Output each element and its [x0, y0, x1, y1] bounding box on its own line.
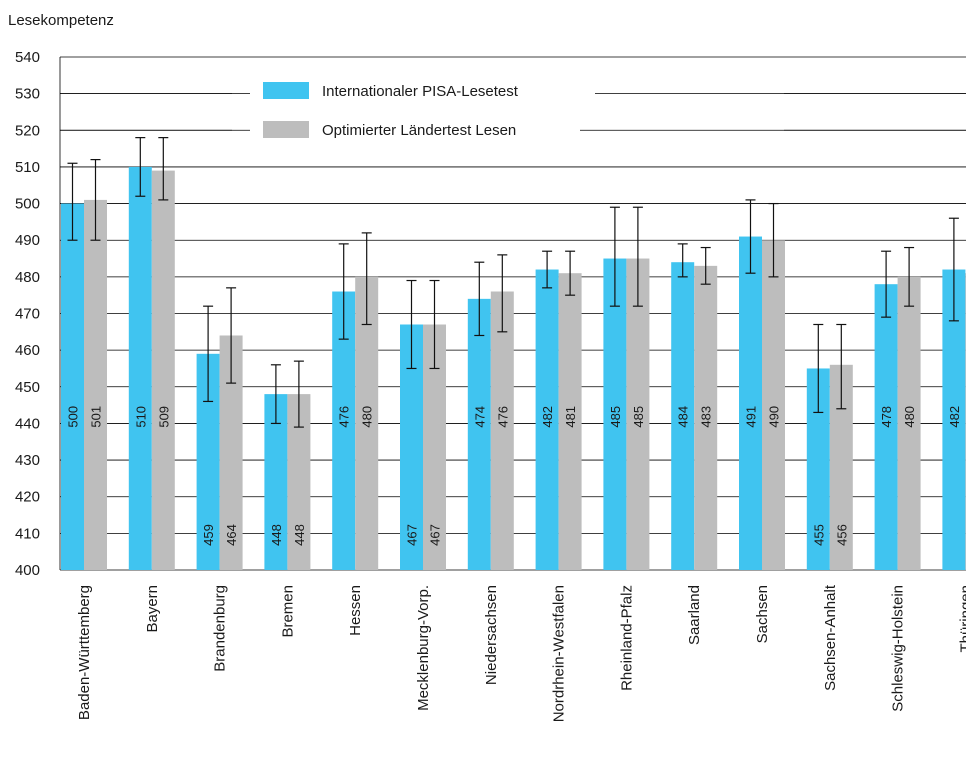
bar-laendertest — [423, 324, 446, 570]
y-tick-label: 440 — [15, 415, 40, 432]
x-category-label: Brandenburg — [212, 585, 229, 672]
legend: Internationaler PISA-Lesetest Optimierter… — [60, 74, 966, 143]
data-label: 491 — [744, 406, 759, 428]
bar-pisa — [400, 324, 423, 570]
data-label: 467 — [405, 524, 420, 546]
bar-pisa — [942, 269, 966, 570]
data-label: 510 — [133, 406, 148, 428]
data-label: 485 — [631, 406, 646, 428]
x-category-label: Niedersachsen — [483, 585, 500, 685]
bar-pisa — [467, 298, 491, 570]
y-tick-label: 420 — [15, 489, 40, 506]
x-category-label: Nordrhein-Westfalen — [551, 585, 568, 722]
y-axis-title: Lesekompetenz — [8, 12, 114, 29]
y-tick-label: 500 — [15, 196, 40, 213]
x-category-label: Saarland — [686, 585, 703, 645]
bars: 500 501 510 509 459 464 448 448 476 480 467 467 474 4… — [61, 137, 966, 571]
data-label: 481 — [563, 406, 578, 428]
bar-laendertest — [829, 364, 853, 570]
y-tick-label: 510 — [15, 159, 40, 176]
data-label: 501 — [89, 406, 104, 428]
y-tick-label: 520 — [15, 122, 40, 139]
bar-laendertest — [287, 394, 311, 570]
data-label: 485 — [608, 406, 623, 428]
data-label: 459 — [201, 524, 216, 546]
data-label: 456 — [834, 524, 849, 546]
bar-pisa — [603, 258, 627, 570]
data-label: 467 — [428, 524, 443, 546]
bar-laendertest — [762, 240, 785, 570]
bar-laendertest — [490, 291, 514, 570]
bar-laendertest — [355, 276, 379, 570]
x-category-label: Schleswig-Holstein — [890, 585, 907, 712]
bar-pisa — [61, 203, 84, 571]
y-tick-label: 430 — [15, 452, 40, 469]
bar-pisa — [332, 291, 356, 570]
legend-label: Internationaler PISA-Lesetest — [322, 83, 519, 100]
data-label: 482 — [947, 406, 962, 428]
bar-pisa — [671, 262, 695, 570]
bar-laendertest — [897, 276, 921, 570]
y-tick-label: 530 — [15, 86, 40, 103]
x-category-label: Hessen — [347, 585, 364, 636]
x-category-label: Sachsen — [754, 585, 771, 643]
data-label: 448 — [269, 524, 284, 546]
bar-pisa — [264, 394, 288, 570]
data-label: 476 — [495, 406, 510, 428]
y-tick-label: 410 — [15, 525, 40, 542]
x-category-label: Sachsen-Anhalt — [822, 584, 839, 691]
y-tick-label: 470 — [15, 306, 40, 323]
bar-pisa — [196, 353, 220, 570]
bar-laendertest — [151, 170, 175, 571]
data-label: 448 — [292, 524, 307, 546]
bar-pisa — [128, 166, 152, 570]
x-category-label: Thüringen — [957, 585, 966, 653]
data-label: 483 — [699, 406, 714, 428]
data-label: 478 — [879, 406, 894, 428]
legend-swatch — [263, 121, 309, 138]
bar-laendertest — [219, 335, 243, 570]
x-category-label: Rheinland-Pfalz — [618, 585, 635, 691]
data-label: 509 — [156, 406, 171, 428]
x-category-label: Bremen — [279, 585, 296, 638]
bar-pisa — [535, 269, 559, 570]
data-label: 455 — [811, 524, 826, 546]
x-category-label: Bayern — [144, 585, 161, 633]
legend-swatch — [263, 82, 309, 99]
legend-background — [232, 113, 784, 143]
data-label: 480 — [360, 406, 375, 428]
bar-laendertest — [626, 258, 650, 570]
data-label: 476 — [337, 406, 352, 428]
bar-pisa — [806, 368, 830, 570]
y-tick-label: 400 — [15, 562, 40, 579]
data-label: 490 — [767, 406, 782, 428]
y-tick-label: 460 — [15, 342, 40, 359]
bar-laendertest — [558, 273, 582, 570]
y-tick-label: 450 — [15, 379, 40, 396]
y-tick-label: 490 — [15, 232, 40, 249]
bar-laendertest — [84, 199, 107, 570]
x-category-label: Mecklenburg-Vorp. — [415, 585, 432, 711]
bar-pisa — [874, 284, 898, 570]
data-label: 464 — [224, 524, 239, 546]
bar-laendertest — [694, 265, 718, 570]
y-tick-label: 480 — [15, 269, 40, 286]
bar-pisa — [739, 236, 762, 571]
x-category-label: Baden-Württemberg — [76, 585, 93, 720]
y-tick-label: 540 — [15, 49, 40, 66]
data-label: 480 — [902, 406, 917, 428]
data-label: 482 — [540, 406, 555, 428]
legend-label: Optimierter Ländertest Lesen — [322, 122, 516, 139]
legend-background — [232, 74, 784, 104]
data-label: 474 — [472, 406, 487, 428]
data-label: 500 — [66, 406, 81, 428]
data-label: 484 — [676, 406, 691, 428]
